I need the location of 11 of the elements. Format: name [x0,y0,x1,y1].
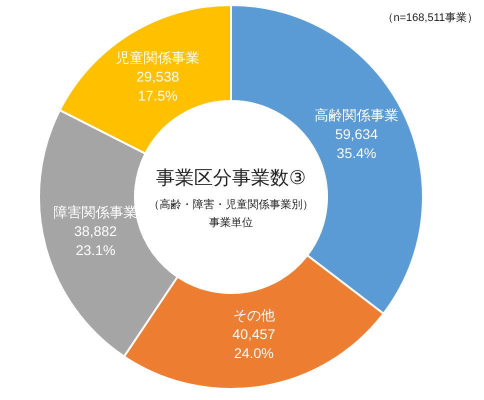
text: （n=168,511事業） [382,11,478,24]
text: 事業単位 [209,216,253,230]
data-label: 29,538 17.5% [136,68,180,104]
slice-label: 児童関係事業 [116,50,200,66]
slice-label: その他 [232,306,275,323]
data-label: 38,882 23.1% [74,223,118,258]
slice-label: 高齢関係事業 [314,106,399,123]
text: 事業区分事業数③ [156,168,306,190]
text: （高齢・障害・児童関係事業別） [148,198,314,212]
data-label: 59,634 35.4% [335,126,378,161]
data-label: 40,457 24.0% [232,326,276,361]
